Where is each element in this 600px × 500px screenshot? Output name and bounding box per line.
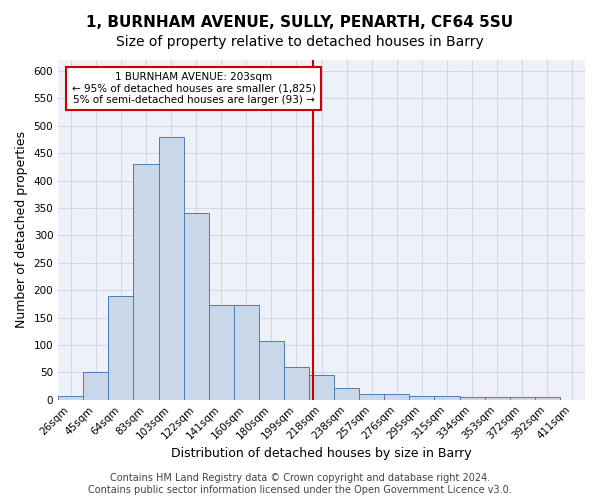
Bar [434,396,460,400]
Bar [184,214,209,400]
Bar [259,341,284,400]
Text: Size of property relative to detached houses in Barry: Size of property relative to detached ho… [116,35,484,49]
Bar [460,397,485,400]
Y-axis label: Number of detached properties: Number of detached properties [15,132,28,328]
Bar [309,374,334,400]
Bar [83,372,109,400]
Bar [359,394,385,400]
Bar [334,388,359,400]
Bar [158,136,184,400]
Text: 1, BURNHAM AVENUE, SULLY, PENARTH, CF64 5SU: 1, BURNHAM AVENUE, SULLY, PENARTH, CF64 … [86,15,514,30]
Bar [385,394,409,400]
Bar [209,306,234,400]
Bar [409,396,434,400]
Text: 1 BURNHAM AVENUE: 203sqm
← 95% of detached houses are smaller (1,825)
5% of semi: 1 BURNHAM AVENUE: 203sqm ← 95% of detach… [71,72,316,106]
Bar [234,306,259,400]
Bar [109,296,133,400]
X-axis label: Distribution of detached houses by size in Barry: Distribution of detached houses by size … [171,447,472,460]
Bar [510,397,535,400]
Bar [485,397,510,400]
Bar [284,367,309,400]
Bar [133,164,158,400]
Bar [535,397,560,400]
Text: Contains HM Land Registry data © Crown copyright and database right 2024.
Contai: Contains HM Land Registry data © Crown c… [88,474,512,495]
Bar [58,396,83,400]
